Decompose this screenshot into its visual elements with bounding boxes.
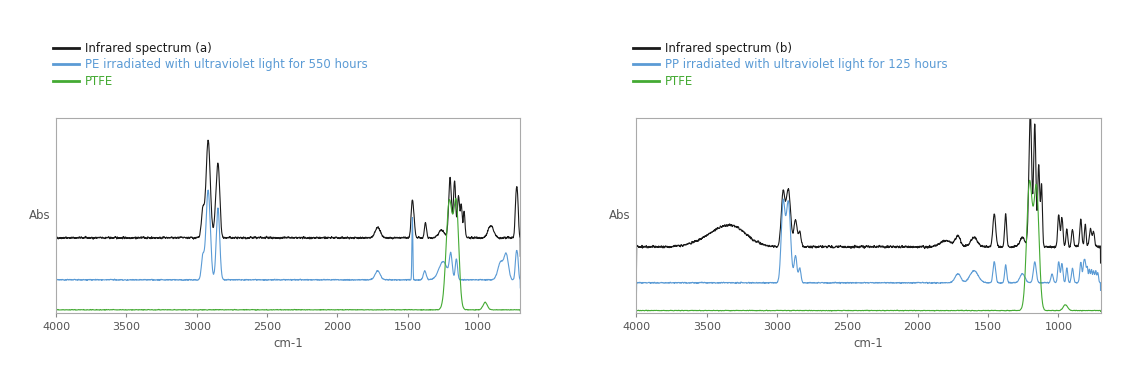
Legend: Infrared spectrum (a), PE irradiated with ultraviolet light for 550 hours, PTFE: Infrared spectrum (a), PE irradiated wit… [53,42,367,88]
Legend: Infrared spectrum (b), PP irradiated with ultraviolet light for 125 hours, PTFE: Infrared spectrum (b), PP irradiated wit… [633,42,948,88]
Y-axis label: Abs: Abs [609,209,630,222]
Y-axis label: Abs: Abs [29,209,51,222]
X-axis label: cm-1: cm-1 [853,337,884,350]
X-axis label: cm-1: cm-1 [273,337,303,350]
